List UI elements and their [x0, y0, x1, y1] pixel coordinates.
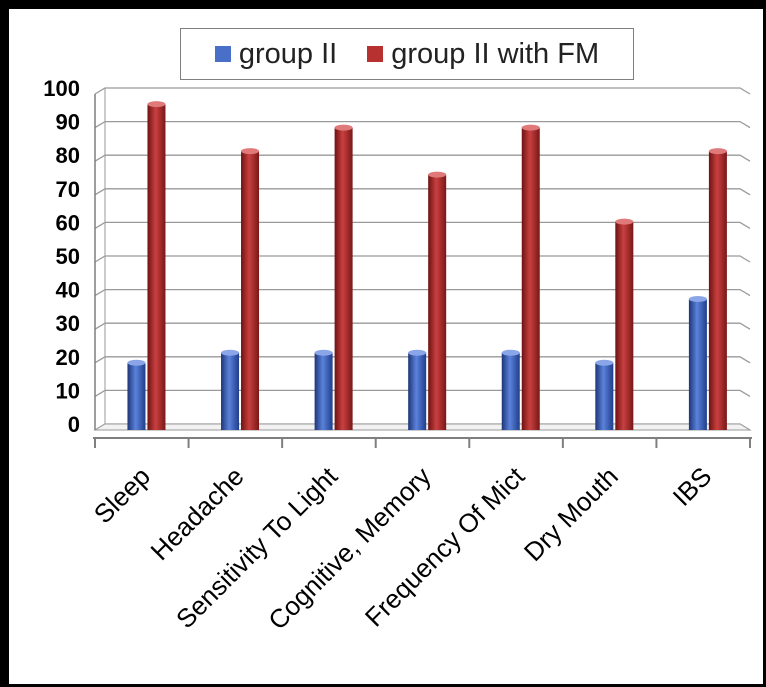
y-tick-label: 10	[56, 378, 80, 403]
gridline	[94, 120, 751, 129]
legend-label-group-ii: group II	[238, 37, 338, 70]
y-tick-label: 40	[56, 278, 80, 303]
y-tick-label: 20	[56, 345, 80, 370]
bar-group-ii-with-fm	[615, 221, 634, 430]
bar-group-ii	[408, 352, 427, 430]
x-category-label: IBS	[667, 461, 718, 512]
bar-group-ii	[221, 352, 240, 430]
bar-top-group-ii	[688, 295, 707, 302]
bar-top-group-ii-with-fm	[615, 218, 634, 225]
bar-top-group-ii-with-fm	[147, 101, 166, 108]
bar-group-ii	[314, 352, 333, 430]
x-category-label: Frequency Of Mict	[359, 460, 531, 632]
x-category-label: Sensitivity To Light	[170, 460, 344, 634]
y-tick-label: 80	[56, 143, 80, 168]
legend-swatch-group-ii-with-fm	[367, 46, 384, 62]
y-tick-label: 100	[43, 76, 80, 101]
bar-group-ii-with-fm	[147, 104, 166, 430]
legend-label-group-ii-with-fm: group II with FM	[391, 37, 600, 70]
chart-legend: group II group II with FM	[180, 28, 634, 80]
bar-top-group-ii	[408, 349, 427, 356]
legend-item-group-ii: group II	[214, 37, 338, 71]
bar-top-group-ii-with-fm	[521, 124, 540, 131]
y-tick-label: 70	[56, 177, 80, 202]
gridline	[94, 87, 751, 95]
gridline	[94, 288, 751, 297]
bar-group-ii	[595, 362, 614, 430]
bar-group-ii-with-fm	[334, 127, 353, 430]
y-tick-label: 90	[56, 110, 80, 135]
gridline	[94, 188, 751, 196]
bar-group-ii-with-fm	[521, 127, 540, 430]
y-tick-label: 50	[56, 244, 80, 269]
legend-swatch-group-ii	[214, 46, 231, 62]
y-tick-label: 0	[68, 412, 80, 437]
bar-group-ii	[688, 298, 707, 430]
bar-top-group-ii-with-fm	[334, 124, 353, 131]
bar-group-ii-with-fm	[241, 151, 260, 430]
legend-item-group-ii-with-fm: group II with FM	[367, 38, 599, 71]
bar-group-ii	[501, 352, 520, 430]
bar-group-ii-with-fm	[708, 151, 727, 430]
gridline	[94, 255, 751, 263]
gridline	[94, 322, 751, 330]
bar-top-group-ii-with-fm	[241, 148, 260, 155]
y-tick-label: 60	[56, 210, 80, 235]
y-tick-label: 30	[56, 311, 80, 336]
x-category-label: Cognitive, Memory	[262, 461, 436, 635]
bar-top-group-ii-with-fm	[428, 171, 447, 178]
bar-top-group-ii	[314, 349, 333, 356]
x-category-label: Dry Mouth	[518, 461, 624, 567]
gridline	[94, 221, 751, 229]
bar-top-group-ii-with-fm	[708, 148, 727, 155]
bar-group-ii-with-fm	[428, 174, 447, 430]
bar-top-group-ii	[221, 349, 240, 356]
gridline	[94, 154, 751, 162]
bar-top-group-ii	[127, 359, 146, 366]
bar-top-group-ii	[501, 349, 520, 356]
bar-group-ii	[127, 362, 146, 430]
x-category-label: Sleep	[88, 461, 156, 529]
bars	[127, 101, 727, 430]
bar-top-group-ii	[595, 359, 614, 366]
